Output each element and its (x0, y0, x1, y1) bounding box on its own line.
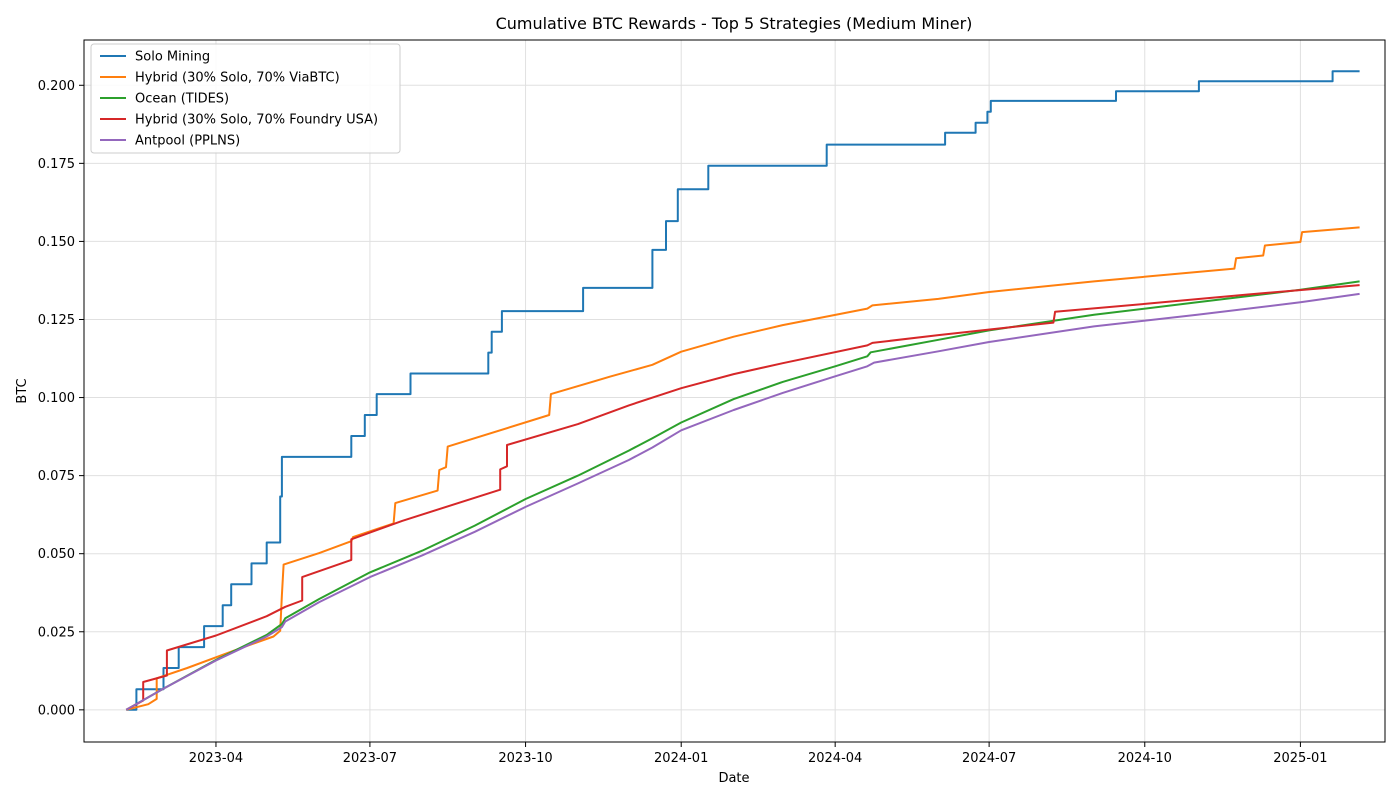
x-tick-label: 2024-04 (808, 751, 862, 766)
x-axis-ticks: 2023-04 2023-07 2023-10 2024-01 2024-04 2024-… (189, 742, 1328, 766)
y-tick-label: 0.150 (38, 235, 75, 250)
y-tick-label: 0.100 (38, 391, 75, 406)
y-axis-ticks: 0.000 0.025 0.050 0.075 0.100 0.125 0.150 0.175… (38, 79, 84, 718)
y-tick-label: 0.000 (38, 703, 75, 718)
x-tick-label: 2023-07 (343, 751, 397, 766)
y-tick-label: 0.025 (38, 625, 75, 640)
legend-label: Hybrid (30% Solo, 70% Foundry USA) (135, 113, 378, 128)
series-line-antpool-pplns (125, 292, 1360, 711)
x-tick-label: 2023-10 (498, 751, 552, 766)
x-axis-label: Date (718, 771, 749, 786)
y-tick-label: 0.125 (38, 313, 75, 328)
chart-title: Cumulative BTC Rewards - Top 5 Strategie… (496, 14, 973, 33)
legend-label: Antpool (PPLNS) (135, 134, 240, 149)
y-axis-label: BTC (15, 378, 30, 403)
series-layer (125, 70, 1360, 711)
y-tick-label: 0.075 (38, 469, 75, 484)
series-line-solo-mining (126, 70, 1360, 711)
x-tick-label: 2025-01 (1273, 751, 1327, 766)
legend-label: Ocean (TIDES) (135, 92, 229, 107)
series-line-ocean-tides (125, 280, 1360, 711)
legend-label: Hybrid (30% Solo, 70% ViaBTC) (135, 71, 340, 86)
grid-layer (84, 40, 1385, 742)
x-tick-label: 2024-01 (654, 751, 708, 766)
x-tick-label: 2024-07 (962, 751, 1016, 766)
y-tick-label: 0.200 (38, 79, 75, 94)
plot-frame (83, 39, 1386, 743)
legend-label: Solo Mining (135, 50, 210, 65)
y-tick-label: 0.050 (38, 547, 75, 562)
legend: Solo Mining Hybrid (30% Solo, 70% ViaBTC)… (90, 43, 401, 154)
series-line-hybrid-30-solo-70-viabtc (126, 226, 1360, 711)
legend-box (90, 43, 401, 154)
y-tick-label: 0.175 (38, 157, 75, 172)
series-line-hybrid-30-solo-70-foundry-usa (125, 284, 1360, 711)
x-tick-label: 2023-04 (189, 751, 243, 766)
x-tick-label: 2024-10 (1118, 751, 1172, 766)
